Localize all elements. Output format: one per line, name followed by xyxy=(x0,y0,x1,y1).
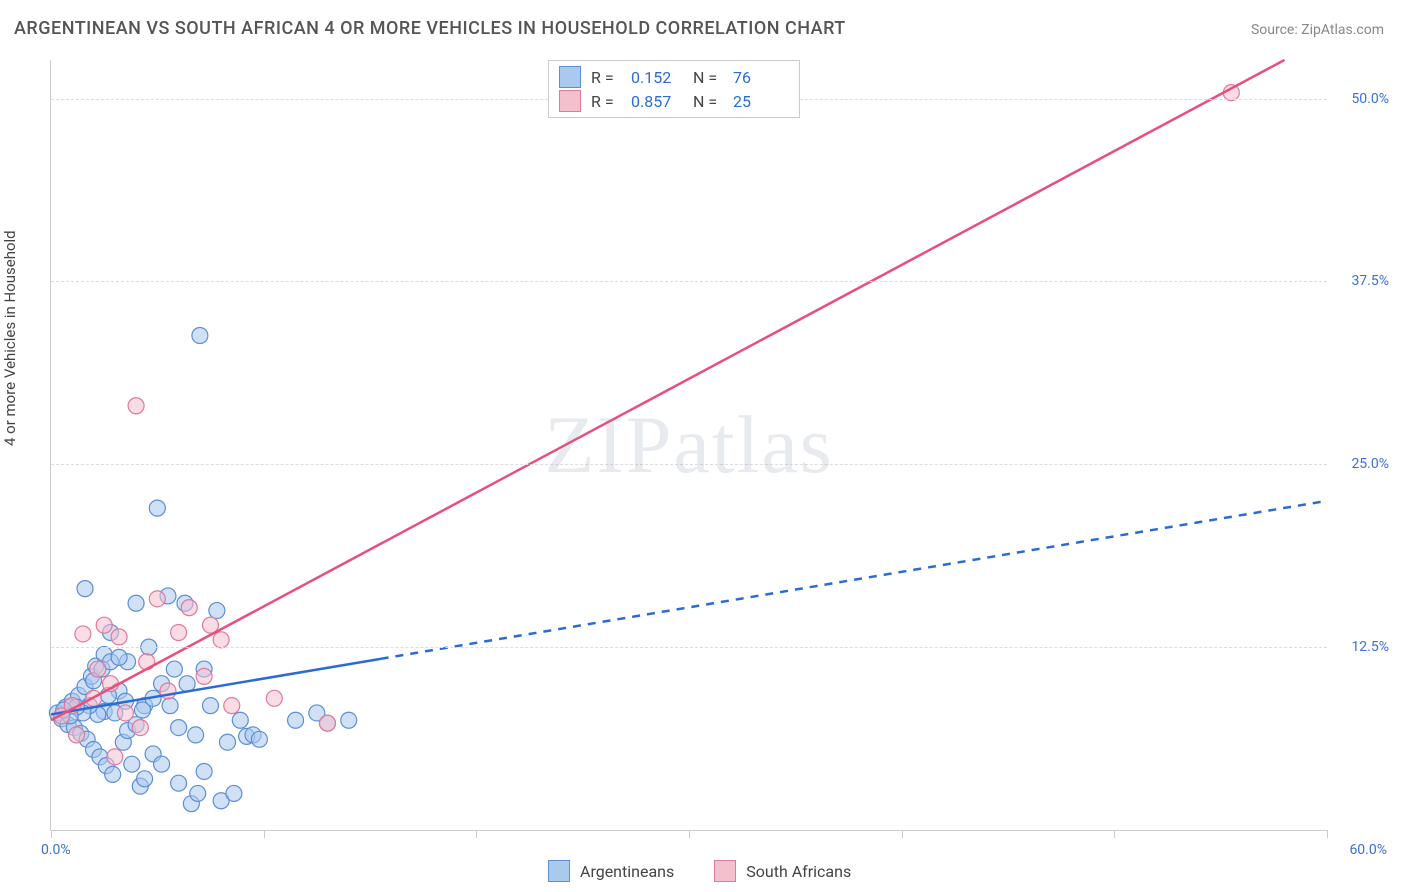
data-point xyxy=(69,727,85,743)
data-point xyxy=(209,603,225,619)
data-point xyxy=(220,734,236,750)
chart-title: ARGENTINEAN VS SOUTH AFRICAN 4 OR MORE V… xyxy=(14,18,846,39)
data-point xyxy=(128,398,144,414)
data-point xyxy=(124,756,140,772)
x-tick xyxy=(902,830,903,838)
regression-line xyxy=(51,60,1284,720)
plot-area: 12.5%25.0%37.5%50.0% 0.0% 60.0% ZIPatlas xyxy=(50,60,1327,831)
n-value: 25 xyxy=(733,92,785,111)
data-point xyxy=(251,731,267,747)
y-tick-label: 25.0% xyxy=(1351,456,1389,472)
regression-line xyxy=(381,501,1327,659)
data-point xyxy=(90,661,106,677)
data-point xyxy=(166,661,182,677)
y-tick-label: 12.5% xyxy=(1351,639,1389,655)
r-label: R = xyxy=(591,68,621,87)
y-tick-label: 37.5% xyxy=(1351,273,1389,289)
gridline xyxy=(51,647,1327,648)
data-point xyxy=(111,649,127,665)
data-point xyxy=(149,591,165,607)
data-point xyxy=(181,600,197,616)
n-value: 76 xyxy=(733,68,785,87)
data-point xyxy=(128,595,144,611)
data-point xyxy=(213,632,229,648)
data-point xyxy=(105,766,121,782)
legend-swatch xyxy=(548,860,570,882)
r-value: 0.152 xyxy=(631,68,683,87)
gridline xyxy=(51,281,1327,282)
data-point xyxy=(162,698,178,714)
gridline xyxy=(51,464,1327,465)
data-point xyxy=(171,775,187,791)
data-point xyxy=(77,581,93,597)
y-axis-label: 4 or more Vehicles in Household xyxy=(1,230,19,446)
y-tick-label: 50.0% xyxy=(1351,91,1389,107)
r-value: 0.857 xyxy=(631,92,683,111)
data-point xyxy=(226,785,242,801)
legend-label: Argentineans xyxy=(580,862,674,881)
data-point xyxy=(117,705,133,721)
x-tick-start: 0.0% xyxy=(41,842,71,858)
series-legend: Argentineans South Africans xyxy=(548,860,851,882)
data-point xyxy=(171,624,187,640)
n-label: N = xyxy=(693,68,723,87)
data-point xyxy=(149,500,165,516)
data-point xyxy=(288,712,304,728)
data-point xyxy=(192,328,208,344)
r-label: R = xyxy=(591,92,621,111)
data-point xyxy=(319,715,335,731)
data-point xyxy=(75,626,91,642)
legend-item: South Africans xyxy=(714,860,851,882)
data-point xyxy=(171,720,187,736)
legend-label: South Africans xyxy=(746,862,851,881)
data-point xyxy=(96,617,112,633)
source-attribution: Source: ZipAtlas.com xyxy=(1251,22,1384,38)
legend-swatch xyxy=(559,90,581,112)
x-tick xyxy=(264,830,265,838)
legend-swatch xyxy=(714,860,736,882)
x-tick xyxy=(1114,830,1115,838)
x-tick xyxy=(1327,830,1328,838)
data-point xyxy=(111,629,127,645)
data-point xyxy=(232,712,248,728)
scatter-svg xyxy=(51,60,1327,830)
data-point xyxy=(341,712,357,728)
legend-row: R = 0.152 N = 76 xyxy=(559,65,785,89)
data-point xyxy=(190,785,206,801)
data-point xyxy=(188,727,204,743)
data-point xyxy=(137,771,153,787)
data-point xyxy=(154,756,170,772)
x-tick xyxy=(476,830,477,838)
data-point xyxy=(196,763,212,779)
legend-row: R = 0.857 N = 25 xyxy=(559,89,785,113)
legend-swatch xyxy=(559,66,581,88)
x-tick xyxy=(689,830,690,838)
chart-container: ARGENTINEAN VS SOUTH AFRICAN 4 OR MORE V… xyxy=(0,0,1406,892)
data-point xyxy=(107,749,123,765)
x-tick xyxy=(51,830,52,838)
n-label: N = xyxy=(693,92,723,111)
data-point xyxy=(196,668,212,684)
data-point xyxy=(203,698,219,714)
data-point xyxy=(266,690,282,706)
data-point xyxy=(132,720,148,736)
data-point xyxy=(224,698,240,714)
legend-item: Argentineans xyxy=(548,860,674,882)
x-tick-end: 60.0% xyxy=(1349,842,1387,858)
correlation-legend: R = 0.152 N = 76 R = 0.857 N = 25 xyxy=(548,60,800,118)
